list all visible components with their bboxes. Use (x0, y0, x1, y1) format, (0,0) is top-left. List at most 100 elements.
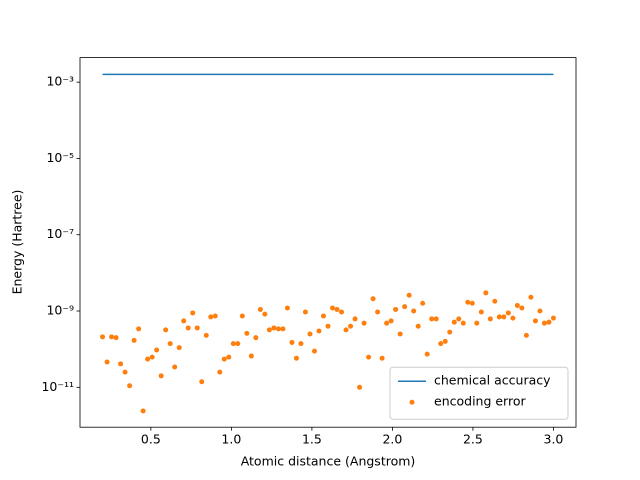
point (456, 316, 462, 322)
point (257, 306, 263, 312)
y-tick-label: 10⁻⁵ (46, 150, 74, 165)
point (528, 294, 534, 300)
point (420, 300, 426, 306)
point (203, 332, 209, 338)
point (275, 326, 281, 332)
x-tick-label: 0.5 (141, 432, 161, 447)
point (199, 379, 205, 385)
point (208, 314, 214, 320)
point (546, 319, 552, 325)
point (384, 320, 390, 326)
legend-box (389, 366, 569, 420)
point (541, 320, 547, 326)
point (172, 364, 178, 370)
point (239, 313, 245, 319)
point (262, 311, 268, 317)
point (163, 327, 169, 333)
point (230, 341, 236, 347)
point (316, 328, 322, 334)
point (221, 356, 227, 362)
point (330, 305, 336, 311)
point (406, 292, 412, 298)
point (217, 369, 223, 375)
point (136, 326, 142, 332)
point (451, 319, 457, 325)
y-tick-label: 10⁻¹¹ (41, 379, 74, 394)
axes-frame (79, 57, 577, 428)
y-axis-label: Energy (Hartree) (10, 190, 25, 295)
point (388, 318, 394, 324)
point (379, 355, 385, 361)
point (325, 323, 331, 329)
point (469, 300, 475, 306)
point (478, 309, 484, 315)
point (212, 313, 218, 319)
x-tick-label: 3.0 (544, 432, 564, 447)
point (122, 369, 128, 375)
x-tick-label: 2.5 (463, 432, 483, 447)
point (145, 356, 151, 362)
point (366, 354, 372, 360)
point (532, 318, 538, 324)
point (298, 341, 304, 347)
point (181, 318, 187, 324)
point (127, 383, 133, 389)
point (235, 341, 241, 347)
point (375, 309, 381, 315)
point (537, 308, 543, 314)
point (487, 316, 493, 322)
point (140, 408, 146, 414)
y-tick-label: 10⁻⁷ (46, 226, 74, 241)
point (248, 353, 254, 359)
point (289, 339, 295, 345)
point (154, 347, 160, 353)
point (334, 306, 340, 312)
x-tick-label: 1.5 (302, 432, 322, 447)
point (415, 323, 421, 329)
point (185, 325, 191, 331)
point (514, 302, 520, 308)
point (284, 305, 290, 311)
point (523, 332, 529, 338)
point (411, 308, 417, 314)
point (307, 331, 313, 337)
point (311, 348, 317, 354)
point (438, 341, 444, 347)
point (194, 325, 200, 331)
point (370, 296, 376, 302)
x-tick-label: 2.0 (382, 432, 402, 447)
legend-label: chemical accuracy (434, 373, 551, 388)
point (100, 334, 106, 340)
point (483, 290, 489, 296)
point (442, 338, 448, 344)
point (158, 373, 164, 379)
point (280, 326, 286, 332)
point (167, 341, 173, 347)
point (397, 331, 403, 337)
point (519, 305, 525, 311)
point (402, 304, 408, 310)
point (501, 314, 507, 320)
point (550, 315, 556, 321)
legend-marker (409, 399, 415, 405)
point (474, 320, 480, 326)
point (433, 316, 439, 322)
point (424, 351, 430, 357)
point (244, 330, 250, 336)
point (109, 334, 115, 340)
point (271, 325, 277, 331)
point (447, 329, 453, 335)
y-tick-label: 10⁻⁹ (46, 303, 74, 318)
point (176, 345, 182, 351)
point (510, 315, 516, 321)
point (343, 327, 349, 333)
point (492, 298, 498, 304)
point (496, 314, 502, 320)
point (348, 323, 354, 329)
y-tick-label: 10⁻³ (46, 74, 74, 89)
point (190, 310, 196, 316)
point (266, 327, 272, 333)
point (131, 337, 137, 343)
point (104, 359, 110, 365)
